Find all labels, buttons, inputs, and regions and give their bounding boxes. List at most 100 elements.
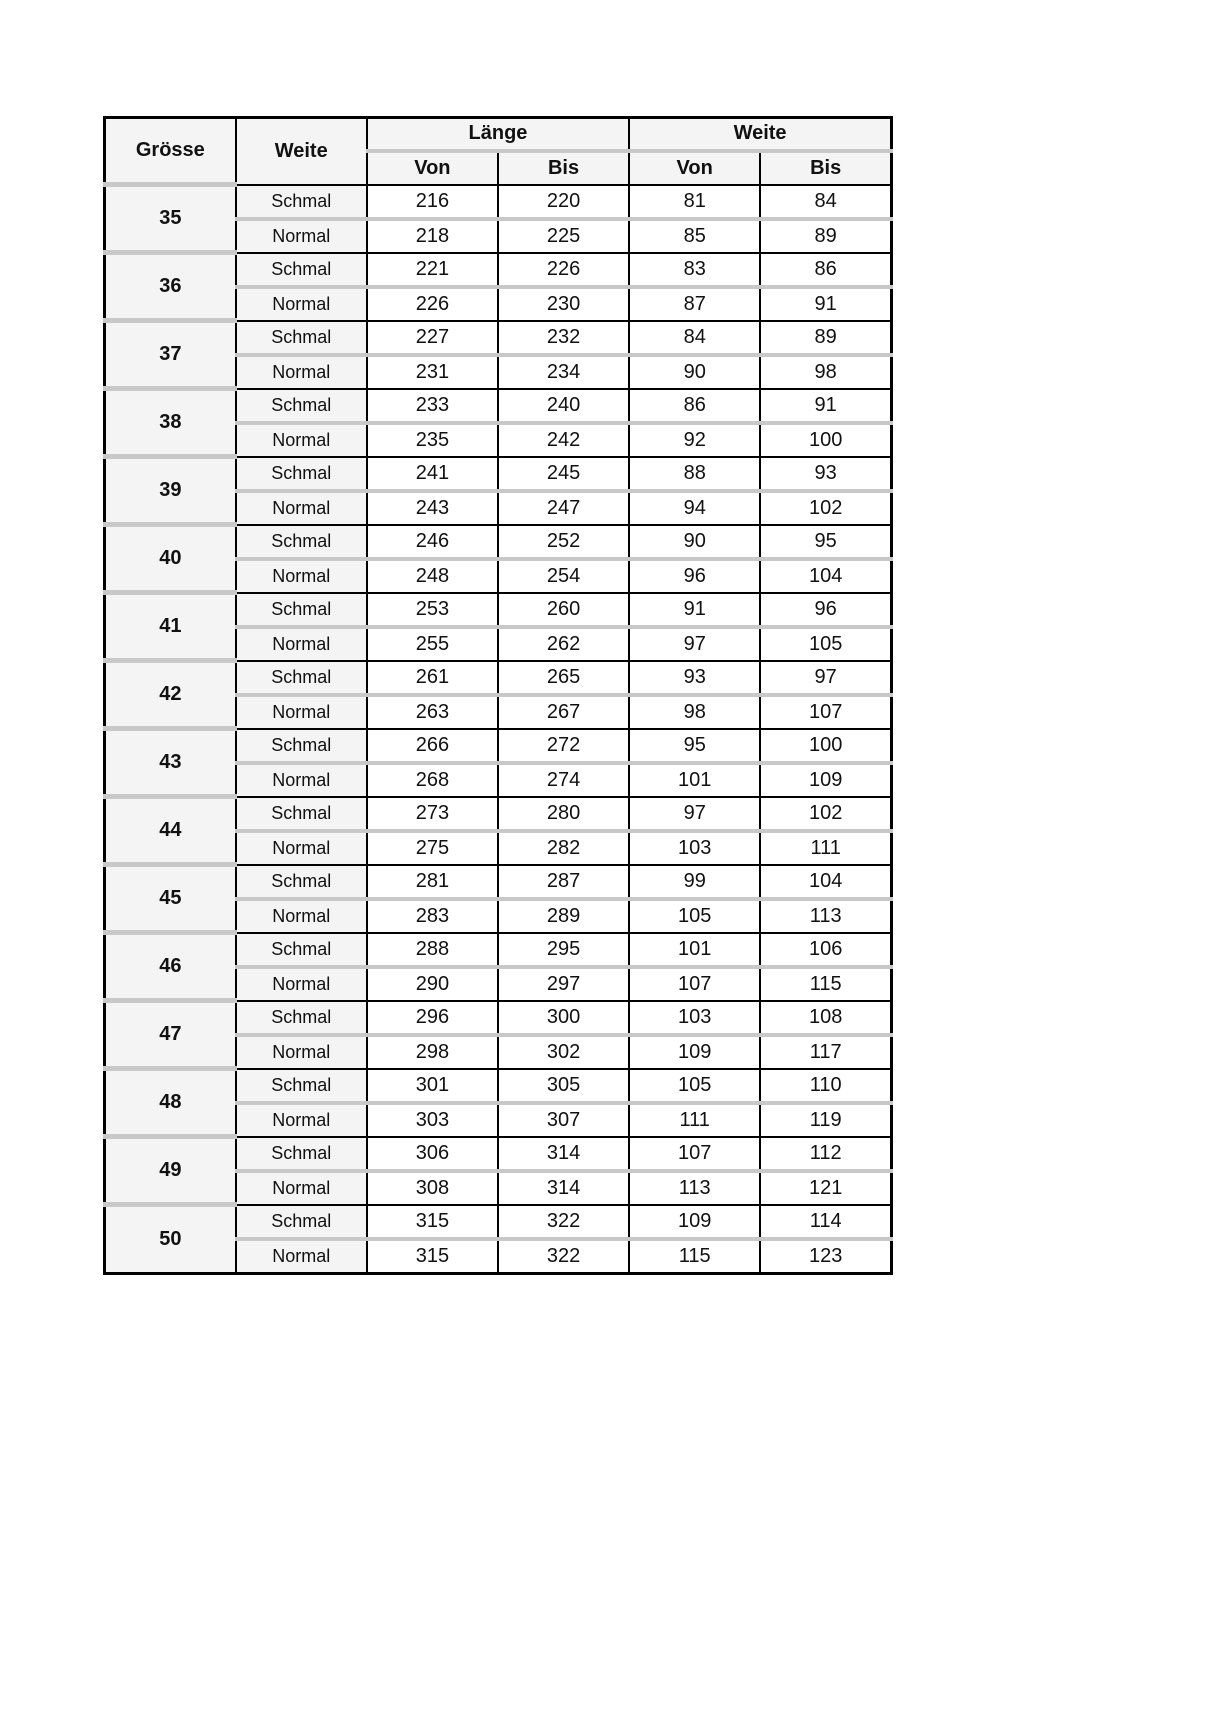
table-row: Normal 231 234 90 98 bbox=[105, 352, 893, 389]
weite-bis-cell: 105 bbox=[759, 624, 893, 661]
weite-von-cell: 92 bbox=[628, 420, 762, 457]
table-row: Normal 308 314 113 121 bbox=[105, 1168, 893, 1205]
weite-cell: Schmal bbox=[234, 795, 368, 831]
weite-cell: Normal bbox=[234, 624, 368, 661]
laenge-von-cell: 306 bbox=[365, 1135, 499, 1171]
table-row: Normal 283 289 105 113 bbox=[105, 896, 893, 933]
weite-von-cell: 103 bbox=[628, 828, 762, 865]
size-cell: 36 bbox=[103, 250, 237, 321]
laenge-bis-cell: 220 bbox=[496, 183, 631, 219]
weite-cell: Schmal bbox=[234, 251, 368, 287]
laenge-bis-cell: 252 bbox=[496, 523, 631, 559]
laenge-bis-cell: 295 bbox=[496, 931, 631, 967]
laenge-von-cell: 315 bbox=[365, 1203, 499, 1239]
weite-von-cell: 87 bbox=[628, 284, 762, 321]
size-cell: 46 bbox=[103, 930, 237, 1001]
weite-cell: Schmal bbox=[234, 659, 368, 695]
weite-bis-cell: 86 bbox=[759, 251, 893, 287]
laenge-bis-cell: 289 bbox=[496, 896, 631, 933]
table-row: Normal 298 302 109 117 bbox=[105, 1032, 893, 1069]
laenge-bis-cell: 280 bbox=[496, 795, 631, 831]
size-cell: 42 bbox=[103, 658, 237, 729]
weite-von-cell: 109 bbox=[628, 1032, 762, 1069]
laenge-bis-cell: 234 bbox=[496, 352, 631, 389]
table-row: 41 Schmal 253 260 91 96 bbox=[103, 590, 893, 661]
weite-cell: Normal bbox=[234, 828, 368, 865]
header-laenge: Länge bbox=[365, 117, 631, 153]
table-row: 37 Schmal 227 232 84 89 bbox=[103, 318, 893, 389]
size-cell: 49 bbox=[103, 1134, 237, 1205]
weite-von-cell: 107 bbox=[628, 964, 762, 1001]
laenge-bis-cell: 225 bbox=[496, 216, 631, 253]
weite-bis-cell: 107 bbox=[759, 692, 893, 729]
weite-cell: Normal bbox=[234, 1032, 368, 1069]
weite-bis-cell: 115 bbox=[759, 964, 893, 1001]
weite-bis-cell: 93 bbox=[759, 455, 893, 491]
laenge-bis-cell: 307 bbox=[496, 1100, 631, 1137]
weite-bis-cell: 109 bbox=[759, 760, 893, 797]
laenge-von-cell: 315 bbox=[365, 1236, 499, 1273]
weite-von-cell: 113 bbox=[628, 1168, 762, 1205]
weite-von-cell: 84 bbox=[628, 319, 762, 355]
weite-cell: Normal bbox=[234, 760, 368, 797]
laenge-bis-cell: 226 bbox=[496, 251, 631, 287]
laenge-von-cell: 290 bbox=[365, 964, 499, 1001]
laenge-von-cell: 231 bbox=[365, 352, 499, 389]
table-row: Normal 263 267 98 107 bbox=[105, 692, 893, 729]
weite-cell: Normal bbox=[234, 692, 368, 729]
weite-bis-cell: 100 bbox=[759, 420, 893, 457]
weite-von-cell: 109 bbox=[628, 1203, 762, 1239]
table-row: Normal 315 322 115 123 bbox=[105, 1236, 893, 1273]
laenge-von-cell: 298 bbox=[365, 1032, 499, 1069]
size-cell: 38 bbox=[103, 386, 237, 457]
table-row: 43 Schmal 266 272 95 100 bbox=[103, 726, 893, 797]
weite-bis-cell: 114 bbox=[759, 1203, 893, 1239]
size-cell: 41 bbox=[103, 590, 237, 661]
table-row: Normal 290 297 107 115 bbox=[105, 964, 893, 1001]
weite-von-cell: 97 bbox=[628, 795, 762, 831]
weite-cell: Schmal bbox=[234, 1203, 368, 1239]
laenge-von-cell: 263 bbox=[365, 692, 499, 729]
weite-bis-cell: 100 bbox=[759, 727, 893, 763]
weite-von-cell: 107 bbox=[628, 1135, 762, 1171]
laenge-von-cell: 281 bbox=[365, 863, 499, 899]
laenge-von-cell: 233 bbox=[365, 387, 499, 423]
size-cell: 37 bbox=[103, 318, 237, 389]
weite-cell: Schmal bbox=[234, 183, 368, 219]
table-row: Normal 255 262 97 105 bbox=[105, 624, 893, 661]
weite-bis-cell: 95 bbox=[759, 523, 893, 559]
weite-von-cell: 105 bbox=[628, 1067, 762, 1103]
table-row: Normal 243 247 94 102 bbox=[105, 488, 893, 525]
laenge-bis-cell: 242 bbox=[496, 420, 631, 457]
laenge-von-cell: 221 bbox=[365, 251, 499, 287]
weite-bis-cell: 102 bbox=[759, 795, 893, 831]
weite-cell: Normal bbox=[234, 1236, 368, 1273]
header-weite-von: Von bbox=[628, 150, 762, 185]
weite-bis-cell: 98 bbox=[759, 352, 893, 389]
weite-von-cell: 90 bbox=[628, 352, 762, 389]
weite-cell: Schmal bbox=[234, 931, 368, 967]
table-row: 50 Schmal 315 322 109 114 bbox=[103, 1202, 893, 1273]
table-row: Normal 303 307 111 119 bbox=[105, 1100, 893, 1137]
weite-cell: Schmal bbox=[234, 387, 368, 423]
laenge-bis-cell: 302 bbox=[496, 1032, 631, 1069]
header-laenge-bis: Bis bbox=[496, 150, 631, 185]
weite-cell: Normal bbox=[234, 896, 368, 933]
size-cell: 47 bbox=[103, 998, 237, 1069]
weite-von-cell: 95 bbox=[628, 727, 762, 763]
weite-von-cell: 81 bbox=[628, 183, 762, 219]
weite-von-cell: 111 bbox=[628, 1100, 762, 1137]
laenge-bis-cell: 260 bbox=[496, 591, 631, 627]
weite-cell: Schmal bbox=[234, 999, 368, 1035]
weite-bis-cell: 110 bbox=[759, 1067, 893, 1103]
size-cell: 45 bbox=[103, 862, 237, 933]
weite-von-cell: 88 bbox=[628, 455, 762, 491]
laenge-bis-cell: 322 bbox=[496, 1236, 631, 1273]
weite-bis-cell: 91 bbox=[759, 387, 893, 423]
weite-von-cell: 98 bbox=[628, 692, 762, 729]
weite-bis-cell: 97 bbox=[759, 659, 893, 695]
table-row: Normal 268 274 101 109 bbox=[105, 760, 893, 797]
weite-cell: Normal bbox=[234, 352, 368, 389]
weite-bis-cell: 108 bbox=[759, 999, 893, 1035]
weite-cell: Schmal bbox=[234, 319, 368, 355]
